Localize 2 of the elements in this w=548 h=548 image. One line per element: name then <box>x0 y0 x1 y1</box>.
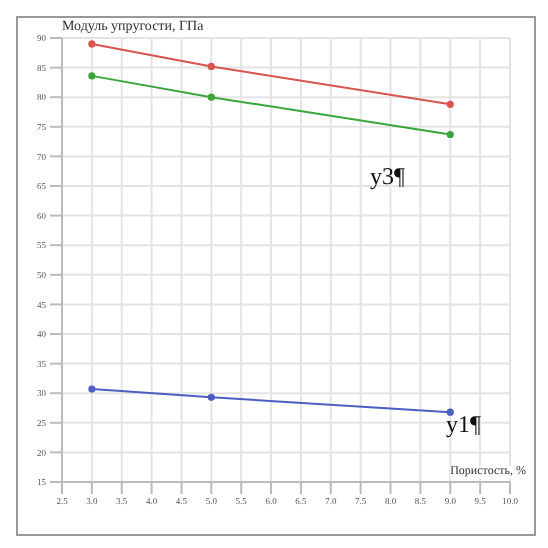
annotation: y1¶ <box>446 410 481 440</box>
annotation: y3¶ <box>370 162 405 192</box>
